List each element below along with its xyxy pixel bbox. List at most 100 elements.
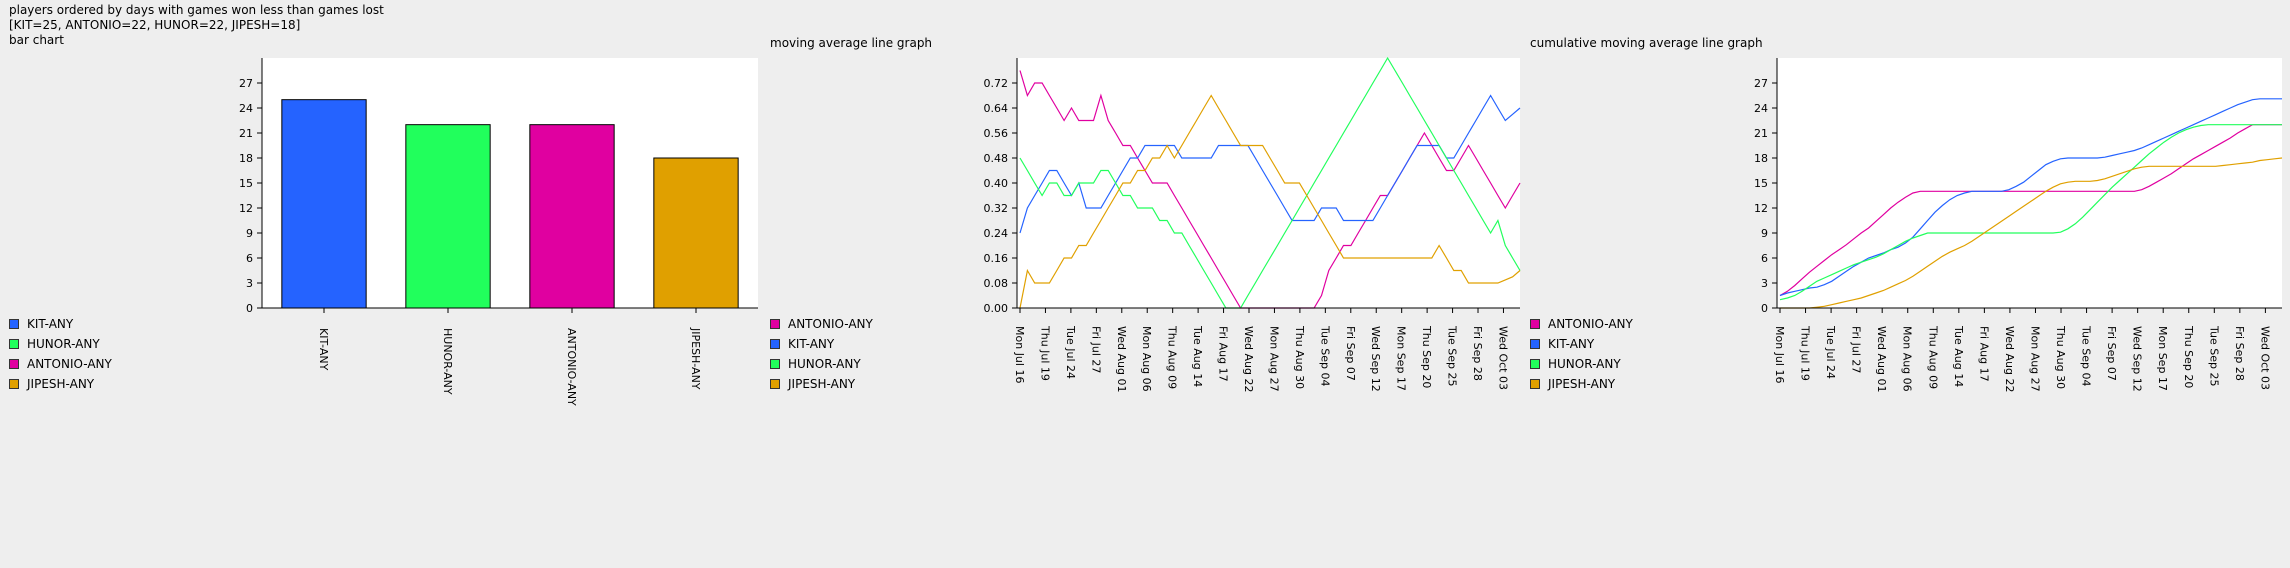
legend-label: ANTONIO-ANY	[788, 317, 873, 331]
moving-average-x-tick-label: Tue Aug 14	[1191, 325, 1204, 387]
cumulative-y-tick-label: 12	[1754, 202, 1768, 215]
legend-swatch	[9, 339, 19, 349]
legend-label: HUNOR-ANY	[1548, 357, 1621, 371]
legend-item: JIPESH-ANY	[9, 374, 112, 394]
moving-average-y-tick-label: 0.00	[984, 302, 1009, 315]
legend-swatch	[1530, 379, 1540, 389]
bar-y-tick-label: 24	[239, 102, 253, 115]
cumulative-y-tick-label: 6	[1761, 252, 1768, 265]
moving-average-y-tick-label: 0.08	[984, 277, 1009, 290]
moving-average-x-tick-label: Wed Sep 12	[1369, 326, 1382, 392]
moving-average-x-tick-label: Mon Aug 27	[1267, 326, 1280, 392]
cumulative-y-tick-label: 27	[1754, 77, 1768, 90]
cumulative-x-tick-label: Wed Oct 03	[2258, 326, 2271, 390]
cumulative-x-tick-label: Mon Sep 17	[2156, 326, 2169, 391]
cumulative-y-tick-label: 9	[1761, 227, 1768, 240]
bar-x-tick-label: KIT-ANY	[317, 328, 330, 371]
cumulative-x-tick-label: Wed Aug 01	[1875, 326, 1888, 392]
cumulative-moving-average-legend: ANTONIO-ANY KIT-ANY HUNOR-ANY JIPESH-ANY	[1530, 314, 1633, 394]
cumulative-x-tick-label: Mon Aug 27	[2028, 326, 2041, 392]
legend-item: HUNOR-ANY	[1530, 354, 1633, 374]
moving-average-y-tick-label: 0.72	[984, 77, 1009, 90]
cumulative-line-hunor-any	[1779, 124, 2282, 301]
moving-average-plot-area	[1017, 58, 1520, 308]
cumulative-x-tick-label: Tue Aug 14	[1952, 325, 1965, 387]
legend-swatch	[770, 319, 780, 329]
cumulative-y-tick-label: 24	[1754, 102, 1768, 115]
moving-average-line-kit-any	[1019, 94, 1521, 234]
bar-chart-legend: KIT-ANY HUNOR-ANY ANTONIO-ANY JIPESH-ANY	[9, 314, 112, 394]
moving-average-x-tick-label: Tue Sep 25	[1446, 325, 1459, 387]
cumulative-y-tick-label: 0	[1761, 302, 1768, 315]
moving-average-x-tick-label: Thu Jul 19	[1038, 325, 1051, 381]
moving-average-x-tick-label: Fri Sep 07	[1344, 326, 1357, 381]
legend-label: JIPESH-ANY	[27, 377, 95, 391]
legend-swatch	[770, 359, 780, 369]
header-line-title: players ordered by days with games won l…	[9, 3, 384, 17]
legend-swatch	[1530, 319, 1540, 329]
bar-antonio-any	[529, 124, 615, 309]
legend-item: ANTONIO-ANY	[1530, 314, 1633, 334]
moving-average-y-tick-label: 0.16	[984, 252, 1009, 265]
legend-swatch	[1530, 339, 1540, 349]
moving-average-y-tick-label: 0.64	[984, 102, 1009, 115]
moving-average-y-tick-label: 0.56	[984, 127, 1009, 140]
chart-title-cumulative-moving-average: cumulative moving average line graph	[1530, 36, 1763, 50]
legend-swatch	[770, 339, 780, 349]
cumulative-x-tick-label: Tue Jul 24	[1824, 325, 1837, 379]
legend-item: KIT-ANY	[1530, 334, 1633, 354]
bar-jipesh-any	[653, 157, 739, 309]
bar-x-tick-label: HUNOR-ANY	[441, 328, 454, 395]
moving-average-line-jipesh-any	[1019, 94, 1521, 309]
legend-item: JIPESH-ANY	[1530, 374, 1633, 394]
bar-kit-any	[281, 99, 367, 309]
cumulative-x-tick-label: Wed Aug 22	[2003, 326, 2016, 392]
moving-average-x-tick-label: Fri Sep 28	[1471, 326, 1484, 381]
cumulative-x-tick-label: Thu Sep 20	[2182, 325, 2195, 388]
legend-item: JIPESH-ANY	[770, 374, 873, 394]
legend-label: HUNOR-ANY	[788, 357, 861, 371]
cumulative-y-tick-label: 18	[1754, 152, 1768, 165]
cumulative-y-tick-label: 3	[1761, 277, 1768, 290]
legend-label: ANTONIO-ANY	[27, 357, 112, 371]
legend-item: ANTONIO-ANY	[9, 354, 112, 374]
bar-y-tick-label: 12	[239, 202, 253, 215]
bar-x-tick-label: ANTONIO-ANY	[565, 328, 578, 406]
bar-y-tick-label: 6	[246, 252, 253, 265]
moving-average-x-tick-label: Tue Sep 04	[1318, 325, 1331, 387]
bar-y-tick-label: 9	[246, 227, 253, 240]
chart-title-moving-average: moving average line graph	[770, 36, 933, 50]
bar-y-tick-label: 27	[239, 77, 253, 90]
legend-item: HUNOR-ANY	[9, 334, 112, 354]
legend-label: HUNOR-ANY	[27, 337, 100, 351]
moving-average-line-hunor-any	[1019, 56, 1521, 309]
header-line-counts: [KIT=25, ANTONIO=22, HUNOR=22, JIPESH=18…	[9, 18, 301, 32]
moving-average-x-tick-label: Fri Jul 27	[1089, 326, 1102, 373]
moving-average-x-tick-label: Tue Jul 24	[1064, 325, 1077, 379]
cumulative-x-tick-label: Thu Aug 30	[2054, 325, 2067, 389]
cumulative-x-tick-label: Fri Sep 07	[2105, 326, 2118, 381]
moving-average-x-tick-label: Fri Aug 17	[1217, 326, 1230, 382]
cumulative-x-tick-label: Fri Aug 17	[1977, 326, 1990, 382]
legend-swatch	[9, 319, 19, 329]
legend-swatch	[1530, 359, 1540, 369]
legend-item: HUNOR-ANY	[770, 354, 873, 374]
cumulative-plot-area	[1777, 58, 2282, 308]
moving-average-x-tick-label: Wed Aug 01	[1115, 326, 1128, 392]
header-line-chart-type: bar chart	[9, 33, 64, 47]
moving-average-y-tick-label: 0.32	[984, 202, 1009, 215]
moving-average-x-tick-label: Thu Aug 09	[1166, 325, 1179, 389]
bar-x-tick-label: JIPESH-ANY	[689, 327, 702, 390]
bar-y-tick-label: 21	[239, 127, 253, 140]
cumulative-y-tick-label: 15	[1754, 177, 1768, 190]
legend-swatch	[770, 379, 780, 389]
cumulative-x-tick-label: Mon Jul 16	[1773, 326, 1786, 383]
legend-label: KIT-ANY	[788, 337, 835, 351]
moving-average-x-tick-label: Thu Aug 30	[1293, 325, 1306, 389]
moving-average-y-tick-label: 0.48	[984, 152, 1009, 165]
bar-hunor-any	[405, 124, 491, 309]
bar-y-tick-label: 0	[246, 302, 253, 315]
cumulative-y-tick-label: 21	[1754, 127, 1768, 140]
cumulative-x-tick-label: Mon Aug 06	[1901, 326, 1914, 392]
cumulative-x-tick-label: Fri Jul 27	[1850, 326, 1863, 373]
